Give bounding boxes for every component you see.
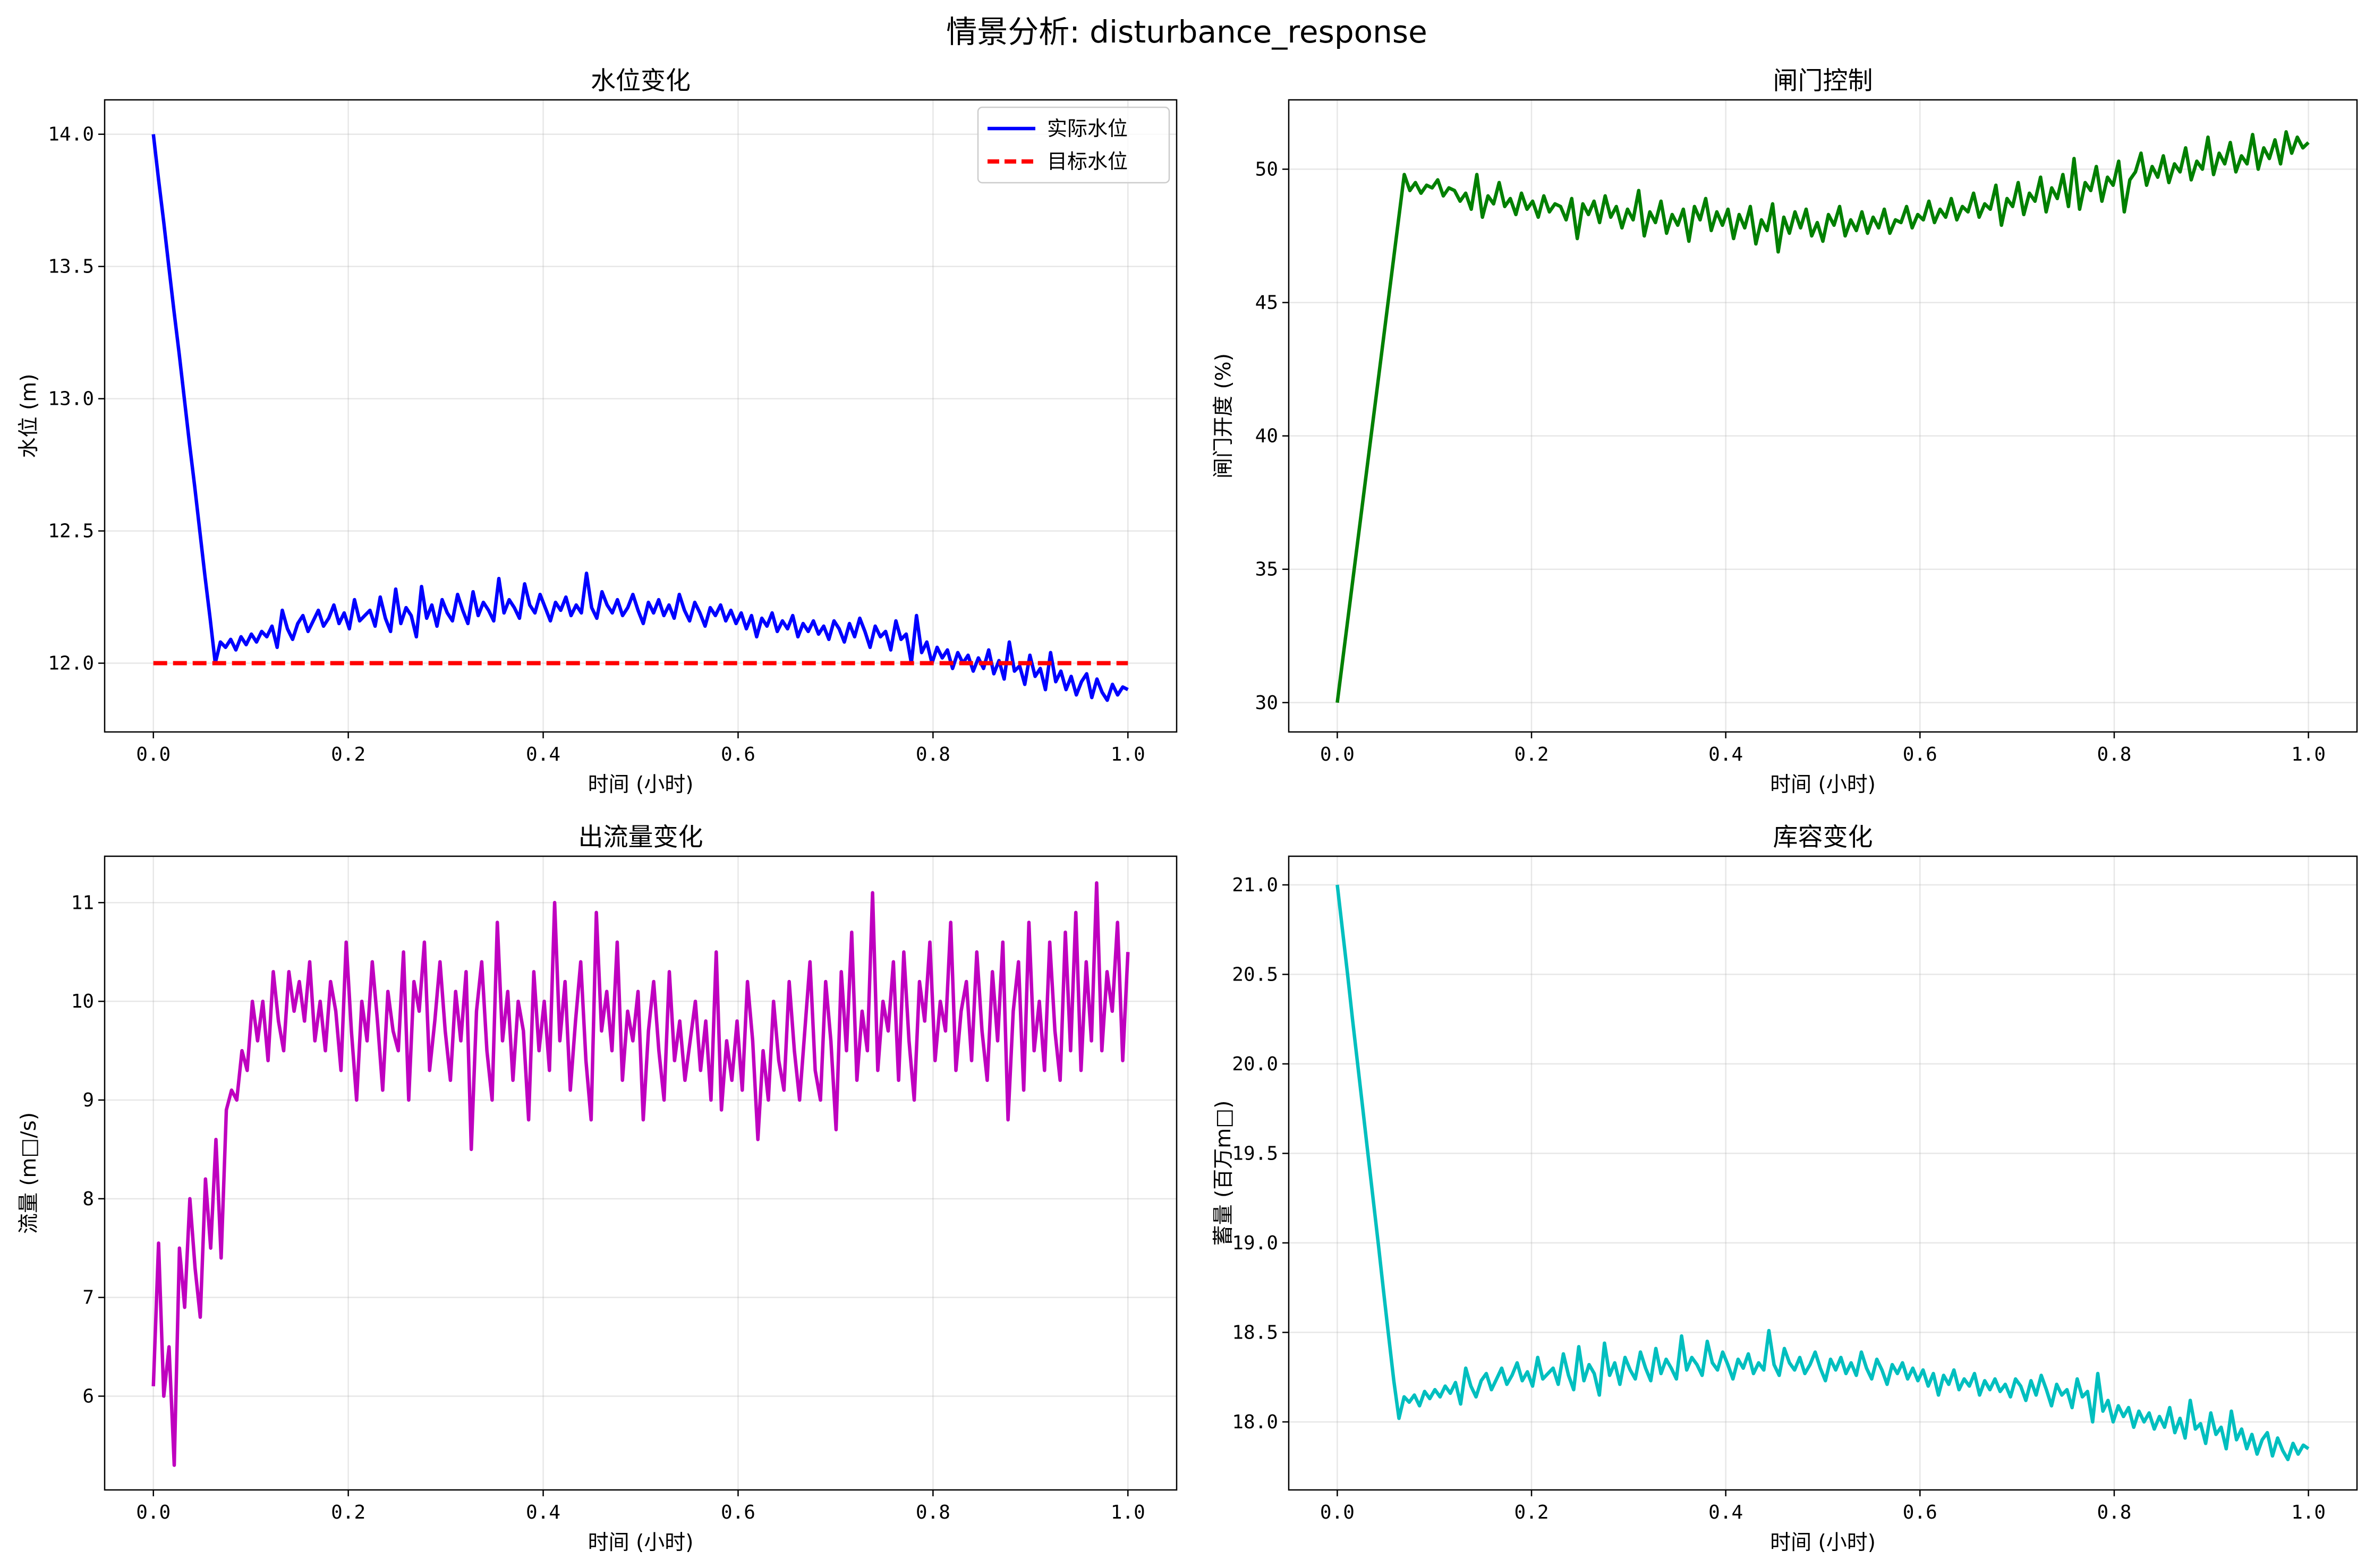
x-axis-label: 时间 (小时) [588,1531,694,1555]
x-tick-label: 0.6 [721,1502,755,1523]
axes-frame [104,855,1178,1491]
y-tick-label: 21.0 [1232,874,1278,896]
x-tick-label: 0.6 [1903,1502,1937,1523]
x-tick-label: 0.8 [916,744,950,765]
axes-frame [104,99,1178,733]
x-tick-label: 1.0 [2291,1502,2326,1523]
y-tick-label: 7 [82,1287,94,1309]
y-axis-label: 水位 (m) [17,374,41,458]
series-line-1 [1335,130,2310,703]
y-tick-label: 8 [82,1188,94,1210]
x-tick-label: 0.8 [916,1502,950,1523]
x-axis-label: 时间 (小时) [1770,773,1876,797]
x-tick-label: 0.6 [721,744,755,765]
x-tick-label: 0.2 [1514,1502,1549,1523]
y-tick-label: 13.5 [48,256,94,278]
y-axis-label: 流量 (m□/s) [17,1112,41,1234]
x-axis-label: 时间 (小时) [1770,1531,1876,1555]
y-axis-label: 蓄量 (百万m□) [1212,1101,1236,1246]
panel-title: 出流量变化 [578,823,703,852]
x-tick-label: 0.2 [1514,744,1549,765]
y-tick-label: 20.5 [1232,964,1278,985]
x-tick-label: 0.4 [526,1502,560,1523]
y-tick-label: 35 [1255,559,1278,581]
x-tick-label: 1.0 [1111,744,1145,765]
y-tick-label: 14.0 [48,124,94,146]
y-tick-label: 50 [1255,159,1278,181]
x-tick-label: 0.4 [526,744,560,765]
x-tick-label: 0.0 [1320,744,1355,765]
x-tick-label: 1.0 [2291,744,2326,765]
y-tick-label: 9 [82,1089,94,1111]
x-tick-label: 0.4 [1708,1502,1743,1523]
x-tick-label: 0.0 [1320,1502,1355,1523]
x-tick-label: 0.6 [1903,744,1937,765]
y-tick-label: 45 [1255,292,1278,314]
y-axis-label: 闸门开度 (%) [1212,353,1236,479]
y-tick-label: 13.0 [48,388,94,410]
y-tick-label: 12.0 [48,653,94,675]
legend-label: 目标水位 [1047,150,1128,173]
y-tick-label: 40 [1255,425,1278,447]
panel-title: 闸门控制 [1773,66,1873,96]
x-tick-label: 0.0 [136,1502,171,1523]
y-tick-label: 10 [71,991,94,1012]
series-line-1 [1335,884,2310,1461]
y-tick-label: 19.0 [1232,1232,1278,1254]
panel-title: 库容变化 [1773,823,1873,852]
panel-title: 水位变化 [591,66,691,96]
panel-1: 0.0 0.2 0.4 0.6 0.8 1.0 12.0 12.5 13.0 13.5 14.0 水位… [17,66,1178,797]
axes-frame [1288,99,2358,733]
legend-label: 实际水位 [1047,117,1128,140]
x-tick-label: 0.4 [1708,744,1743,765]
x-tick-label: 1.0 [1111,1502,1145,1523]
y-tick-label: 11 [71,892,94,914]
y-tick-label: 30 [1255,692,1278,714]
y-tick-label: 19.5 [1232,1143,1278,1164]
x-axis-label: 时间 (小时) [588,773,694,797]
y-tick-label: 18.0 [1232,1411,1278,1433]
x-tick-label: 0.2 [331,744,365,765]
axes-frame [1288,855,2358,1491]
x-tick-label: 0.8 [2097,744,2131,765]
panel-4: 0.0 0.2 0.4 0.6 0.8 1.0 18.0 18.5 19.0 19.5 20.0 20… [1212,823,2358,1555]
y-tick-label: 6 [82,1385,94,1407]
series-line-1 [151,881,1130,1467]
y-tick-label: 20.0 [1232,1053,1278,1075]
x-tick-label: 0.0 [136,744,171,765]
figure-suptitle: 情景分析: disturbance_response [946,14,1427,50]
x-tick-label: 0.2 [331,1502,365,1523]
legend-box [977,106,1170,184]
x-tick-label: 0.8 [2097,1502,2131,1523]
y-tick-label: 12.5 [48,521,94,542]
y-tick-label: 18.5 [1232,1322,1278,1343]
series-line-1 [151,134,1129,702]
